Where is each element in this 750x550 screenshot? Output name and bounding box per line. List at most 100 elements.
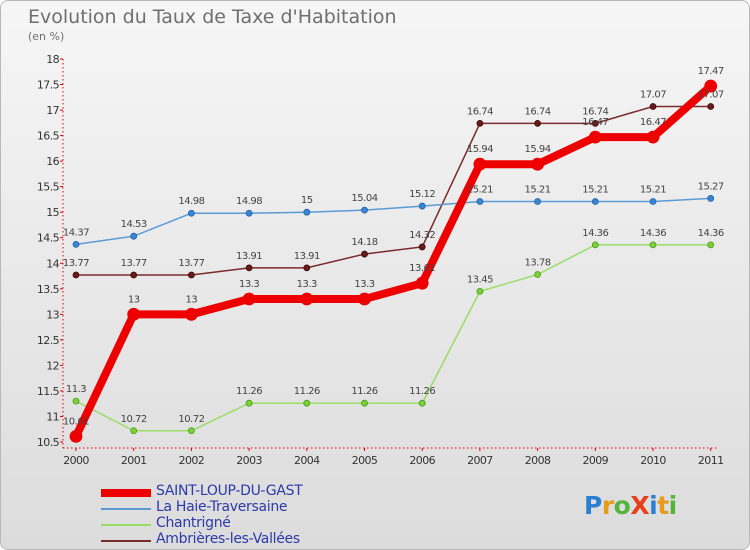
legend-swatch [101, 489, 151, 497]
data-label-saint-loup-du-gast: 13.3 [354, 279, 374, 290]
data-label-ambri-res-les-vall-es: 14.18 [351, 237, 377, 248]
x-tick-label: 2010 [640, 454, 666, 467]
proxiti-logo: ProXiti [584, 491, 677, 520]
data-point-chantrign [361, 399, 368, 407]
legend-swatch [101, 508, 151, 510]
data-point-la-haie-traversaine [245, 209, 253, 217]
logo-letter: i [649, 491, 658, 520]
data-point-ambri-res-les-vall-es [303, 264, 311, 272]
y-tick-label: 15 [46, 206, 59, 219]
data-point-saint-loup-du-gast [588, 130, 602, 144]
logo-letter: i [668, 491, 678, 520]
y-tick-label: 16.5 [37, 130, 60, 143]
data-point-la-haie-traversaine [72, 240, 80, 248]
y-tick-label: 10.5 [37, 436, 60, 449]
data-label-ambri-res-les-vall-es: 16.74 [467, 106, 493, 117]
data-point-saint-loup-du-gast [242, 292, 256, 306]
data-label-saint-loup-du-gast: 13.61 [409, 263, 435, 274]
data-label-saint-loup-du-gast: 10.61 [63, 416, 89, 427]
x-tick-label: 2004 [294, 454, 320, 467]
data-point-la-haie-traversaine [303, 208, 311, 216]
data-label-saint-loup-du-gast: 13 [186, 294, 198, 305]
y-tick-label: 15.5 [37, 181, 60, 194]
data-label-chantrign: 10.72 [121, 414, 147, 425]
logo-letter: P [584, 491, 602, 520]
data-label-la-haie-traversaine: 14.53 [121, 219, 147, 230]
data-point-chantrign [245, 399, 253, 407]
x-tick-label: 2011 [698, 454, 724, 467]
data-point-chantrign [649, 241, 657, 249]
legend-label: Ambrières-les-Vallées [156, 531, 300, 547]
data-point-saint-loup-du-gast [358, 292, 371, 306]
logo-letter: r [601, 491, 614, 520]
y-tick-label: 14.5 [37, 232, 60, 245]
x-tick-label: 2003 [236, 454, 262, 467]
y-tick-label: 17 [46, 104, 59, 117]
data-label-la-haie-traversaine: 14.98 [236, 196, 262, 207]
data-label-chantrign: 10.72 [178, 414, 204, 425]
data-point-ambri-res-les-vall-es [591, 119, 599, 127]
data-label-chantrign: 11.3 [66, 384, 86, 395]
data-label-ambri-res-les-vall-es: 13.77 [121, 258, 147, 269]
data-point-ambri-res-les-vall-es [72, 271, 80, 279]
data-point-saint-loup-du-gast [69, 429, 83, 443]
data-point-saint-loup-du-gast [646, 130, 660, 144]
data-label-la-haie-traversaine: 15.12 [409, 189, 435, 200]
y-tick-label: 12 [46, 359, 59, 372]
series-line-saint-loup-du-gast [72, 82, 715, 441]
legend-label: Chantrigné [156, 515, 231, 531]
legend-swatch [101, 524, 151, 526]
data-point-la-haie-traversaine [418, 202, 426, 210]
data-label-saint-loup-du-gast: 13.3 [239, 279, 259, 290]
x-tick-label: 2001 [121, 454, 147, 467]
data-point-chantrign [707, 241, 715, 249]
logo-letter: t [657, 491, 669, 520]
series-line-ambri-res-les-vall-es [75, 105, 712, 276]
data-label-chantrign: 13.78 [525, 258, 551, 269]
data-point-ambri-res-les-vall-es [245, 264, 253, 272]
data-point-saint-loup-du-gast [300, 292, 314, 306]
data-label-ambri-res-les-vall-es: 13.91 [294, 251, 320, 262]
data-label-chantrign: 14.36 [640, 228, 666, 239]
y-tick-label: 14 [46, 257, 59, 270]
data-label-saint-loup-du-gast: 15.94 [467, 144, 493, 155]
data-point-chantrign [72, 397, 80, 405]
data-label-la-haie-traversaine: 15.04 [351, 193, 377, 204]
data-point-saint-loup-du-gast [531, 157, 544, 171]
data-point-la-haie-traversaine [707, 195, 715, 202]
data-label-la-haie-traversaine: 15.21 [582, 184, 608, 195]
data-label-saint-loup-du-gast: 15.94 [525, 144, 551, 155]
data-label-ambri-res-les-vall-es: 17.07 [640, 89, 666, 100]
data-label-saint-loup-du-gast: 17.47 [698, 66, 724, 77]
data-label-saint-loup-du-gast: 13 [128, 294, 140, 305]
legend-label: SAINT-LOUP-DU-GAST [156, 483, 303, 499]
series-line-la-haie-traversaine [75, 197, 712, 246]
x-tick-label: 2000 [63, 454, 89, 467]
data-label-ambri-res-les-vall-es: 16.74 [525, 106, 551, 117]
chart-subtitle: (en %) [28, 30, 65, 43]
data-label-chantrign: 14.36 [698, 228, 724, 239]
data-point-la-haie-traversaine [130, 232, 138, 240]
y-tick-label: 11 [46, 410, 59, 423]
data-point-la-haie-traversaine [591, 198, 599, 205]
data-label-la-haie-traversaine: 14.98 [178, 196, 204, 207]
data-label-la-haie-traversaine: 15.27 [698, 181, 724, 192]
data-label-la-haie-traversaine: 14.37 [63, 227, 89, 238]
y-tick-label: 18 [46, 53, 59, 66]
data-point-chantrign [591, 241, 599, 249]
data-point-saint-loup-du-gast [473, 157, 487, 171]
data-point-la-haie-traversaine [649, 198, 657, 205]
x-tick-label: 2006 [409, 454, 435, 467]
data-point-ambri-res-les-vall-es [130, 271, 138, 279]
data-label-la-haie-traversaine: 15.21 [467, 184, 493, 195]
data-label-ambri-res-les-vall-es: 13.91 [236, 251, 262, 262]
y-tick-label: 13 [46, 308, 59, 321]
data-point-chantrign [476, 287, 484, 295]
x-tick-label: 2009 [582, 454, 608, 467]
data-point-ambri-res-les-vall-es [187, 271, 195, 279]
data-point-saint-loup-du-gast [127, 307, 141, 321]
y-tick-label: 13.5 [37, 283, 60, 296]
data-label-la-haie-traversaine: 15.21 [525, 184, 551, 195]
data-label-ambri-res-les-vall-es: 14.32 [409, 230, 435, 241]
